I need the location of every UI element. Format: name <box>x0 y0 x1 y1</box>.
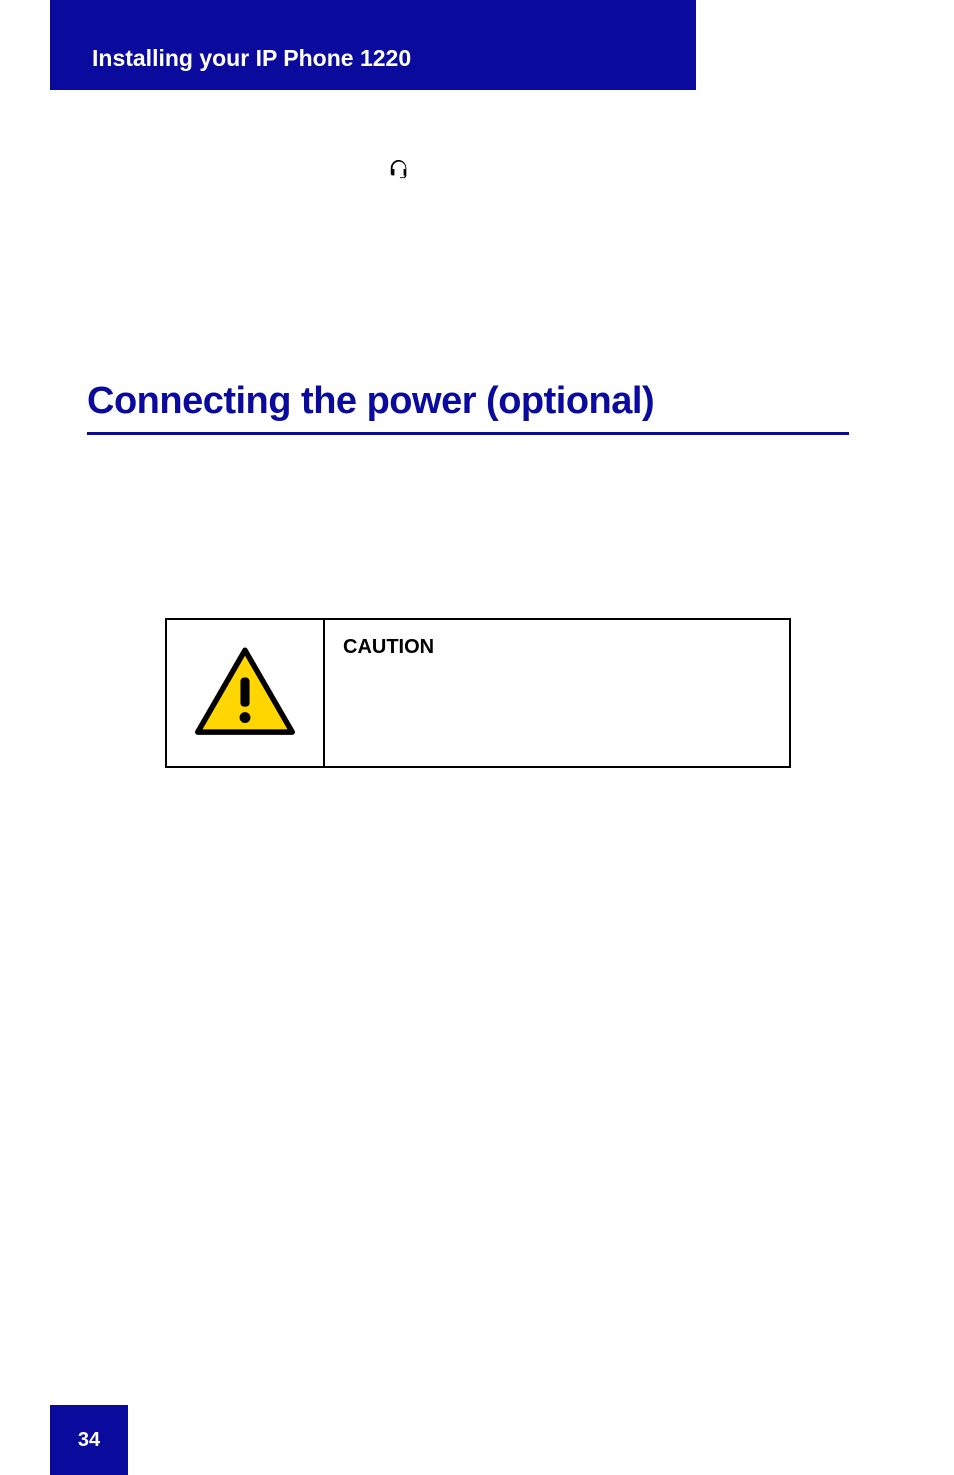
caution-icon-cell <box>167 620 325 766</box>
section-title: Connecting the power (optional) <box>87 380 654 423</box>
caution-triangle-icon <box>190 643 300 743</box>
header-title: Installing your IP Phone 1220 <box>92 45 411 72</box>
page-number: 34 <box>78 1429 100 1452</box>
header-bar: Installing your IP Phone 1220 <box>50 0 696 90</box>
caution-box: CAUTION <box>165 618 791 768</box>
caution-label: CAUTION <box>343 636 434 658</box>
headset-icon <box>388 158 410 186</box>
footer-bar: 34 <box>50 1405 128 1475</box>
section-underline <box>87 432 849 435</box>
caution-text-cell: CAUTION <box>325 620 789 766</box>
headset-svg <box>388 158 410 180</box>
